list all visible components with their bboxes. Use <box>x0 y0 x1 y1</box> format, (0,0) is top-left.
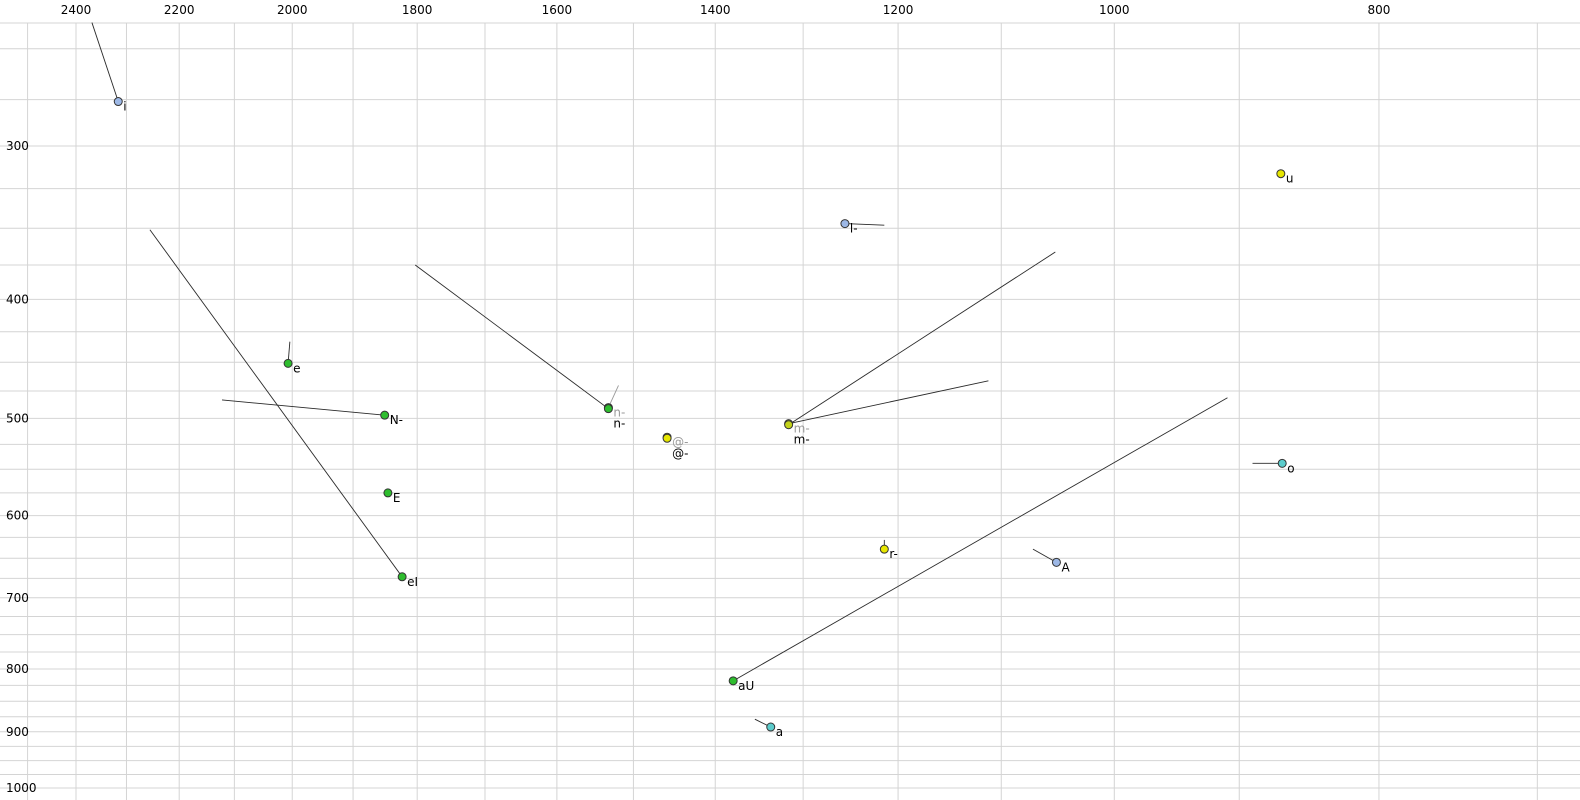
data-point <box>113 97 123 107</box>
y-tick-label: 500 <box>6 411 29 425</box>
point-label: u <box>1286 172 1294 186</box>
point-label: @- <box>672 435 688 449</box>
point-label: aU <box>738 679 754 693</box>
y-tick-label: 1000 <box>6 781 37 795</box>
data-point <box>1276 169 1286 179</box>
x-tick-label: 2200 <box>164 3 195 17</box>
point-label: m- <box>794 433 810 447</box>
point-label: m- <box>794 422 810 436</box>
x-tick-label: 2000 <box>277 3 308 17</box>
data-point <box>397 572 407 582</box>
x-tick-label: 1400 <box>700 3 731 17</box>
y-tick-label: 700 <box>6 591 29 605</box>
x-tick-label: 1600 <box>542 3 573 17</box>
data-point <box>283 358 293 368</box>
x-tick-label: 1200 <box>883 3 914 17</box>
x-tick-label: 1800 <box>402 3 433 17</box>
y-tick-label: 400 <box>6 292 29 306</box>
data-point <box>603 404 613 414</box>
point-label: r- <box>889 547 898 561</box>
point-label: eI <box>407 575 418 589</box>
data-point <box>879 544 889 554</box>
trajectory-line <box>844 223 885 226</box>
data-point <box>840 219 850 229</box>
trajectory-line <box>91 22 119 102</box>
data-point <box>784 420 794 430</box>
y-tick-label: 600 <box>6 509 29 523</box>
trajectory-line <box>221 399 385 416</box>
x-tick-label: 1000 <box>1099 3 1130 17</box>
data-point <box>662 433 672 443</box>
point-label: n- <box>613 417 625 431</box>
point-label: i <box>123 100 126 114</box>
x-tick-label: 800 <box>1368 3 1391 17</box>
point-label: e <box>293 361 300 375</box>
x-tick-label: 2400 <box>61 3 92 17</box>
data-point <box>728 676 738 686</box>
y-tick-label: 300 <box>6 139 29 153</box>
point-label: @- <box>672 446 688 460</box>
y-tick-label: 800 <box>6 662 29 676</box>
trajectory-line <box>414 264 609 410</box>
data-point <box>766 722 776 732</box>
point-label: l- <box>850 222 858 236</box>
trajectory-line <box>149 229 403 578</box>
point-label: E <box>393 491 401 505</box>
data-point <box>380 410 390 420</box>
point-label: A <box>1061 560 1070 574</box>
trajectory-line <box>788 251 1056 426</box>
trajectory-line <box>732 397 1228 682</box>
trajectory-line <box>788 380 989 425</box>
y-tick-label: 900 <box>6 725 29 739</box>
point-label: a <box>776 725 783 739</box>
data-point <box>1051 557 1061 567</box>
point-label: N- <box>390 413 403 427</box>
point-label: n- <box>613 406 625 420</box>
point-label: o <box>1287 461 1294 475</box>
data-point <box>383 488 393 498</box>
data-point <box>1277 458 1287 468</box>
